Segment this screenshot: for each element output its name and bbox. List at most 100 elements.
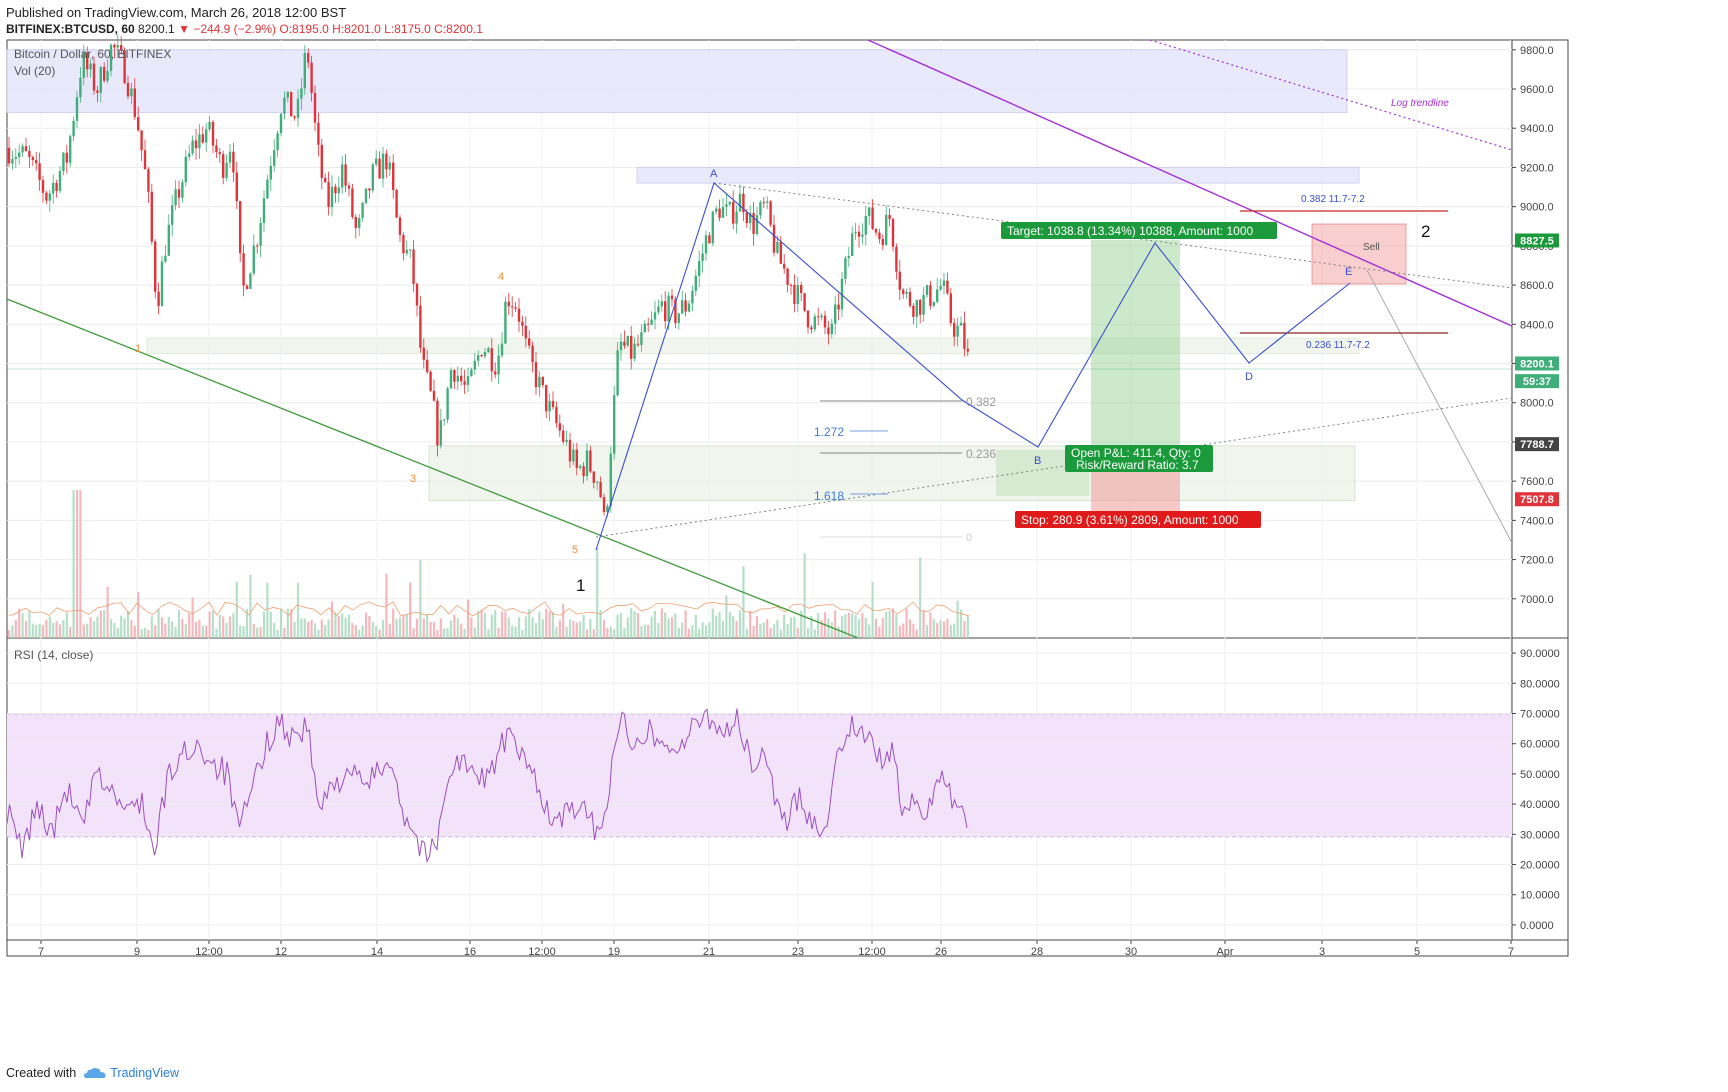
volume-bar bbox=[65, 612, 68, 638]
volume-bar bbox=[908, 619, 912, 638]
abcde-wave-path[interactable] bbox=[595, 182, 1351, 551]
candle-body bbox=[558, 423, 561, 431]
candle-body bbox=[422, 347, 425, 360]
volume-bar bbox=[164, 623, 167, 638]
candle-body bbox=[96, 90, 99, 93]
open-pnl-badge[interactable] bbox=[1065, 445, 1213, 472]
time-tick-label: 12:00 bbox=[858, 946, 886, 958]
candle-body bbox=[562, 430, 565, 442]
candle-body bbox=[198, 134, 201, 149]
volume-bar bbox=[239, 625, 242, 638]
candle-body bbox=[698, 261, 701, 276]
volume-bar bbox=[279, 608, 283, 638]
candle-body bbox=[517, 308, 521, 322]
volume-bar bbox=[915, 629, 918, 638]
stop-badge[interactable] bbox=[1015, 511, 1261, 528]
sell-zone[interactable] bbox=[1311, 223, 1407, 285]
candle-body bbox=[585, 450, 589, 477]
volume-bar bbox=[555, 627, 558, 638]
volume-bar bbox=[585, 629, 589, 638]
wave-point-a: A bbox=[710, 168, 718, 180]
log-trendline[interactable] bbox=[1149, 39, 1513, 151]
candle-body bbox=[120, 45, 123, 51]
candle-body bbox=[759, 202, 762, 216]
purple-trendline[interactable] bbox=[867, 39, 1513, 327]
candle-body bbox=[851, 233, 854, 257]
candle-body bbox=[500, 343, 504, 356]
price-tag-box bbox=[1515, 374, 1559, 389]
candle-body bbox=[932, 301, 935, 306]
volume-bar bbox=[565, 626, 568, 638]
volume-bar bbox=[405, 614, 408, 638]
volume-bar bbox=[776, 619, 779, 638]
candle-body bbox=[847, 256, 850, 259]
candle-body bbox=[456, 375, 459, 382]
volume-bar bbox=[320, 619, 323, 638]
time-tick-label: 12:00 bbox=[528, 946, 556, 958]
candle-body bbox=[946, 280, 949, 294]
candle-body bbox=[313, 92, 317, 123]
volume-bar bbox=[511, 625, 514, 638]
candle-body bbox=[653, 312, 657, 320]
volume-bar bbox=[602, 620, 606, 638]
candle-body bbox=[650, 319, 653, 325]
candle-body bbox=[324, 177, 327, 183]
volume-bar bbox=[130, 620, 133, 638]
profit-zone[interactable] bbox=[1091, 240, 1180, 450]
candle-body bbox=[388, 162, 391, 170]
candle-body bbox=[827, 327, 830, 335]
projection-arrow[interactable] bbox=[1366, 269, 1513, 544]
candle-body bbox=[99, 66, 102, 93]
volume-bar bbox=[643, 624, 646, 638]
volume-bar bbox=[912, 623, 915, 638]
price-tick-label: 7600.0 bbox=[1520, 476, 1554, 488]
candle-body bbox=[687, 303, 691, 312]
candle-body bbox=[269, 165, 272, 180]
volume-bar bbox=[473, 627, 476, 638]
volume-bar bbox=[75, 490, 79, 638]
volume-bar bbox=[466, 599, 470, 638]
candle-body bbox=[327, 182, 330, 208]
candle-body bbox=[368, 188, 371, 191]
volume-bar bbox=[670, 617, 674, 638]
candle-body bbox=[79, 77, 82, 98]
dotted-upper-trendline[interactable] bbox=[713, 182, 1513, 289]
candle-body bbox=[908, 291, 912, 306]
green-trendline[interactable] bbox=[6, 298, 859, 639]
candle-body bbox=[402, 234, 405, 254]
tradingview-logo[interactable]: TradingView bbox=[84, 1066, 179, 1080]
volume-bar bbox=[225, 622, 228, 638]
candle-body bbox=[745, 212, 748, 224]
target-badge[interactable] bbox=[1001, 222, 1277, 239]
volume-bar bbox=[925, 625, 929, 638]
chart-area[interactable]: 7000.07200.07400.07600.07800.08000.08200… bbox=[0, 0, 1728, 1060]
candle-body bbox=[528, 338, 531, 346]
candle-body bbox=[762, 202, 765, 204]
volume-bar bbox=[283, 627, 286, 638]
candle-body bbox=[494, 371, 497, 375]
volume-bar bbox=[14, 619, 17, 638]
candle-body bbox=[300, 88, 303, 99]
volume-bar bbox=[439, 618, 442, 638]
time-tick-label: 30 bbox=[1125, 946, 1137, 958]
volume-bar bbox=[116, 628, 119, 638]
candle-body bbox=[619, 341, 623, 351]
price-tag-label: 7507.8 bbox=[1520, 494, 1554, 506]
rsi-tick-label: 80.0000 bbox=[1520, 678, 1560, 690]
chart-frame bbox=[6, 39, 1569, 957]
candle-body bbox=[164, 255, 167, 262]
volume-bar bbox=[942, 621, 946, 638]
volume-bar bbox=[334, 612, 337, 638]
volume-bar bbox=[963, 620, 966, 638]
volume-bar bbox=[218, 614, 221, 638]
candle-body bbox=[823, 315, 827, 328]
volume-bar bbox=[575, 622, 578, 638]
candle-body bbox=[864, 216, 867, 235]
candle-body bbox=[38, 163, 41, 181]
volume-bar bbox=[86, 623, 89, 638]
rsi-band bbox=[7, 714, 1512, 837]
candle-body bbox=[65, 152, 68, 163]
volume-bar bbox=[313, 623, 317, 638]
candle-body bbox=[232, 151, 235, 173]
candle-body bbox=[194, 140, 198, 149]
